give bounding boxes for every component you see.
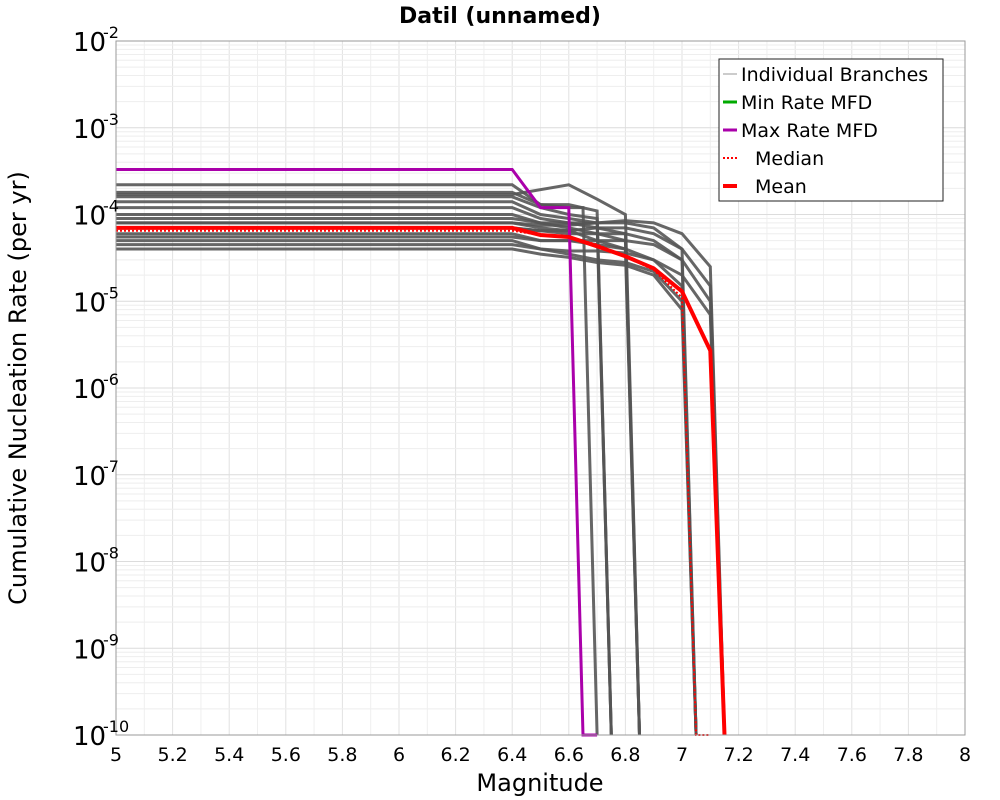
chart-title: Datil (unnamed) bbox=[399, 4, 601, 29]
y-tick-label: 10 bbox=[73, 202, 106, 232]
y-tick-exponent: -5 bbox=[103, 283, 119, 302]
y-tick-exponent: -9 bbox=[103, 630, 119, 649]
series-line-mean bbox=[116, 225, 727, 736]
y-tick-exponent: -4 bbox=[103, 197, 119, 216]
x-tick-label: 8 bbox=[959, 744, 971, 766]
series-line-max-rate-mfd bbox=[116, 168, 598, 737]
legend-label: Median bbox=[755, 148, 824, 170]
x-tick-label: 5 bbox=[110, 744, 122, 766]
branch-line bbox=[116, 235, 726, 736]
branch-line bbox=[116, 195, 613, 736]
y-tick-label: 10 bbox=[73, 288, 106, 318]
x-tick-label: 7 bbox=[676, 744, 688, 766]
y-tick-exponent: -8 bbox=[103, 544, 119, 563]
x-tick-label: 6.6 bbox=[554, 744, 584, 766]
x-tick-label: 7.6 bbox=[837, 744, 867, 766]
x-tick-label: 7.2 bbox=[723, 744, 753, 766]
x-tick-label: 5.4 bbox=[214, 744, 244, 766]
y-tick-exponent: -7 bbox=[103, 457, 119, 476]
y-tick-exponent: -2 bbox=[103, 23, 119, 42]
x-tick-label: 6 bbox=[393, 744, 405, 766]
legend-label: Mean bbox=[755, 176, 807, 198]
x-axis-label: Magnitude bbox=[476, 769, 603, 797]
x-tick-label: 5.8 bbox=[327, 744, 357, 766]
y-axis-label: Cumulative Nucleation Rate (per yr) bbox=[4, 171, 32, 605]
legend-label: Max Rate MFD bbox=[741, 120, 878, 142]
branch-line bbox=[116, 239, 698, 736]
x-tick-label: 6.4 bbox=[497, 744, 527, 766]
y-tick-label: 10 bbox=[73, 462, 106, 492]
legend-label: Min Rate MFD bbox=[741, 92, 872, 114]
branch-line bbox=[116, 190, 613, 736]
y-tick-exponent: -3 bbox=[103, 110, 119, 129]
branch-line bbox=[116, 219, 726, 736]
y-tick-label: 10 bbox=[73, 635, 106, 665]
legend-label: Individual Branches bbox=[741, 64, 928, 86]
x-tick-label: 6.2 bbox=[440, 744, 470, 766]
x-tick-label: 6.8 bbox=[610, 744, 640, 766]
branch-line bbox=[116, 206, 641, 736]
y-tick-exponent: -10 bbox=[103, 717, 129, 736]
y-tick-label: 10 bbox=[73, 375, 106, 405]
legend-box bbox=[718, 58, 944, 202]
y-tick-labels: 10-210-310-410-510-610-710-810-910-10 bbox=[73, 23, 129, 752]
x-tick-label: 7.4 bbox=[780, 744, 810, 766]
x-tick-labels: 5 5.2 5.4 5.6 5.8 6 6.2 6.4 6.6 6.8 7 7.2 7.4 7.6 7.8 8 bbox=[110, 744, 971, 766]
branch-line bbox=[116, 247, 698, 736]
x-tick-label: 5.2 bbox=[157, 744, 187, 766]
x-tick-label: 7.8 bbox=[893, 744, 923, 766]
x-tick-label: 5.6 bbox=[271, 744, 301, 766]
branch-line bbox=[116, 226, 726, 736]
y-tick-label: 10 bbox=[73, 722, 106, 752]
y-tick-label: 10 bbox=[73, 549, 106, 579]
legend: Individual Branches Min Rate MFD Max Rate … bbox=[718, 58, 944, 202]
y-tick-label: 10 bbox=[73, 115, 106, 145]
y-tick-label: 10 bbox=[73, 28, 106, 58]
plot-frame bbox=[115, 40, 966, 736]
branch-line bbox=[116, 200, 613, 736]
y-tick-exponent: -6 bbox=[103, 370, 119, 389]
